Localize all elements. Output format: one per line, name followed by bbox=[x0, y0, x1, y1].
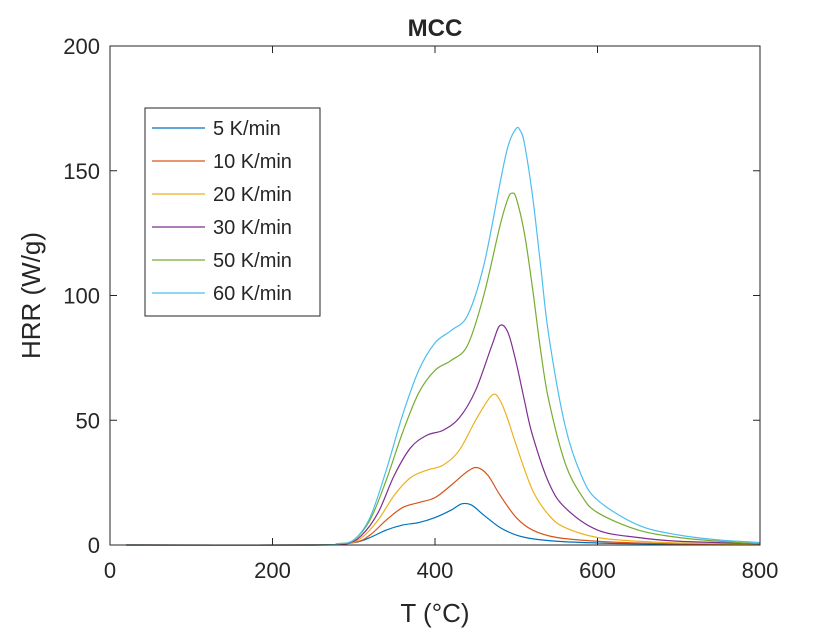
ticks-layer: 0 200 400 600 800 0 50 100 150 200 bbox=[63, 34, 778, 583]
series-layer bbox=[126, 126, 761, 546]
legend-label-4: 30 K/min bbox=[213, 217, 292, 239]
y-tick-label: 0 bbox=[88, 533, 100, 558]
y-tick-label: 100 bbox=[63, 284, 100, 309]
y-axis-label: HRR (W/g) bbox=[16, 232, 46, 359]
x-tick-label: 200 bbox=[254, 558, 291, 583]
legend-label-2: 10 K/min bbox=[213, 151, 292, 173]
series-line-5 bbox=[126, 192, 761, 546]
series-line-6 bbox=[126, 126, 761, 546]
y-tick-label: 50 bbox=[76, 408, 100, 433]
series-line-3 bbox=[126, 393, 761, 546]
x-axis-label: T (°C) bbox=[400, 598, 469, 628]
legend-label-3: 20 K/min bbox=[213, 184, 292, 206]
x-tick-label: 600 bbox=[579, 558, 616, 583]
legend-box bbox=[144, 107, 321, 317]
x-tick-label: 800 bbox=[742, 558, 779, 583]
chart-title: MCC bbox=[408, 15, 463, 42]
series-line-4 bbox=[126, 324, 761, 546]
y-tick-label: 200 bbox=[63, 34, 100, 59]
y-tick-label: 150 bbox=[63, 159, 100, 184]
legend: 5 K/min 10 K/min 20 K/min 30 K/min 50 K/min 6… bbox=[144, 107, 321, 317]
legend-label-1: 5 K/min bbox=[213, 118, 281, 140]
legend-label-6: 60 K/min bbox=[213, 283, 292, 305]
legend-label-5: 50 K/min bbox=[213, 250, 292, 272]
x-tick-label: 400 bbox=[417, 558, 454, 583]
x-tick-label: 0 bbox=[104, 558, 116, 583]
